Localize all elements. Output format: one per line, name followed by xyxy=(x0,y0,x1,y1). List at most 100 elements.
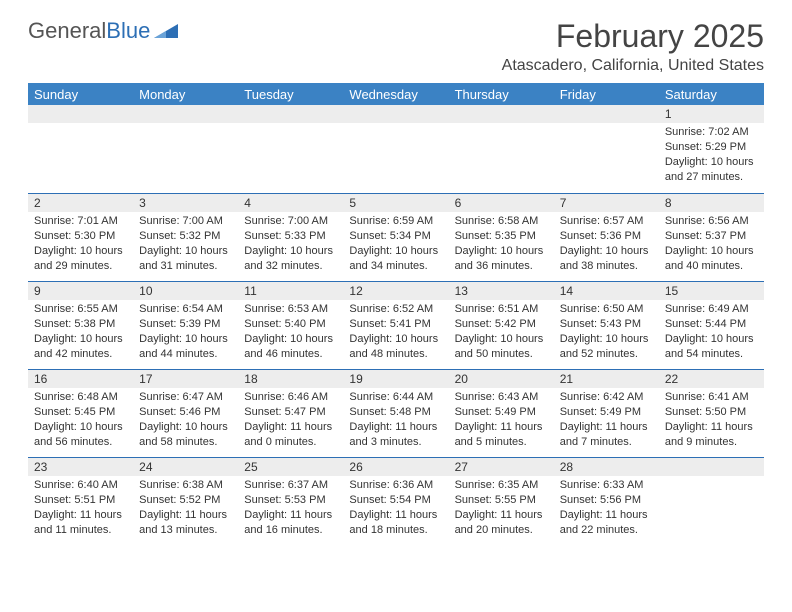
day-info: Sunrise: 6:36 AMSunset: 5:54 PMDaylight:… xyxy=(343,476,448,543)
day-info: Sunrise: 6:33 AMSunset: 5:56 PMDaylight:… xyxy=(554,476,659,543)
day-info: Sunrise: 6:52 AMSunset: 5:41 PMDaylight:… xyxy=(343,300,448,367)
sunrise-text: Sunrise: 7:00 AM xyxy=(139,214,232,229)
sunset-text: Sunset: 5:46 PM xyxy=(139,405,232,420)
day-number: 16 xyxy=(28,370,133,388)
sunrise-text: Sunrise: 6:47 AM xyxy=(139,390,232,405)
day-cell: 1Sunrise: 7:02 AMSunset: 5:29 PMDaylight… xyxy=(659,105,764,193)
day-cell: 11Sunrise: 6:53 AMSunset: 5:40 PMDayligh… xyxy=(238,282,343,369)
sunset-text: Sunset: 5:48 PM xyxy=(349,405,442,420)
day-cell: 17Sunrise: 6:47 AMSunset: 5:46 PMDayligh… xyxy=(133,370,238,457)
sunrise-text: Sunrise: 6:35 AM xyxy=(455,478,548,493)
sunrise-text: Sunrise: 7:00 AM xyxy=(244,214,337,229)
day-cell: 24Sunrise: 6:38 AMSunset: 5:52 PMDayligh… xyxy=(133,458,238,545)
daylight-text: Daylight: 11 hours and 0 minutes. xyxy=(244,420,337,450)
week-row: 9Sunrise: 6:55 AMSunset: 5:38 PMDaylight… xyxy=(28,281,764,369)
day-cell: 13Sunrise: 6:51 AMSunset: 5:42 PMDayligh… xyxy=(449,282,554,369)
day-number: 6 xyxy=(449,194,554,212)
daylight-text: Daylight: 11 hours and 5 minutes. xyxy=(455,420,548,450)
sunset-text: Sunset: 5:30 PM xyxy=(34,229,127,244)
sunset-text: Sunset: 5:50 PM xyxy=(665,405,758,420)
sunset-text: Sunset: 5:34 PM xyxy=(349,229,442,244)
daylight-text: Daylight: 11 hours and 11 minutes. xyxy=(34,508,127,538)
sunrise-text: Sunrise: 6:42 AM xyxy=(560,390,653,405)
day-info: Sunrise: 7:00 AMSunset: 5:33 PMDaylight:… xyxy=(238,212,343,279)
day-cell xyxy=(343,105,448,193)
sunrise-text: Sunrise: 6:41 AM xyxy=(665,390,758,405)
sunrise-text: Sunrise: 6:50 AM xyxy=(560,302,653,317)
day-number: 5 xyxy=(343,194,448,212)
day-cell: 5Sunrise: 6:59 AMSunset: 5:34 PMDaylight… xyxy=(343,194,448,281)
sunset-text: Sunset: 5:29 PM xyxy=(665,140,758,155)
sunset-text: Sunset: 5:56 PM xyxy=(560,493,653,508)
day-cell xyxy=(238,105,343,193)
daylight-text: Daylight: 10 hours and 40 minutes. xyxy=(665,244,758,274)
daylight-text: Daylight: 11 hours and 13 minutes. xyxy=(139,508,232,538)
day-number: 7 xyxy=(554,194,659,212)
day-info: Sunrise: 6:47 AMSunset: 5:46 PMDaylight:… xyxy=(133,388,238,455)
day-info: Sunrise: 6:44 AMSunset: 5:48 PMDaylight:… xyxy=(343,388,448,455)
sunrise-text: Sunrise: 7:02 AM xyxy=(665,125,758,140)
weekday-header: Saturday xyxy=(659,87,764,102)
day-info: Sunrise: 7:00 AMSunset: 5:32 PMDaylight:… xyxy=(133,212,238,279)
day-cell: 4Sunrise: 7:00 AMSunset: 5:33 PMDaylight… xyxy=(238,194,343,281)
sunrise-text: Sunrise: 6:54 AM xyxy=(139,302,232,317)
day-number: 12 xyxy=(343,282,448,300)
day-cell xyxy=(133,105,238,193)
day-number: 17 xyxy=(133,370,238,388)
daylight-text: Daylight: 11 hours and 18 minutes. xyxy=(349,508,442,538)
day-info: Sunrise: 6:40 AMSunset: 5:51 PMDaylight:… xyxy=(28,476,133,543)
sunrise-text: Sunrise: 6:44 AM xyxy=(349,390,442,405)
day-number: 24 xyxy=(133,458,238,476)
day-number: 23 xyxy=(28,458,133,476)
sunset-text: Sunset: 5:47 PM xyxy=(244,405,337,420)
daylight-text: Daylight: 10 hours and 58 minutes. xyxy=(139,420,232,450)
day-info: Sunrise: 6:49 AMSunset: 5:44 PMDaylight:… xyxy=(659,300,764,367)
sunrise-text: Sunrise: 6:43 AM xyxy=(455,390,548,405)
weeks-container: 1Sunrise: 7:02 AMSunset: 5:29 PMDaylight… xyxy=(28,105,764,545)
week-row: 16Sunrise: 6:48 AMSunset: 5:45 PMDayligh… xyxy=(28,369,764,457)
sunrise-text: Sunrise: 6:57 AM xyxy=(560,214,653,229)
day-info: Sunrise: 6:41 AMSunset: 5:50 PMDaylight:… xyxy=(659,388,764,455)
daylight-text: Daylight: 10 hours and 38 minutes. xyxy=(560,244,653,274)
day-cell xyxy=(554,105,659,193)
day-number: 14 xyxy=(554,282,659,300)
sunrise-text: Sunrise: 6:51 AM xyxy=(455,302,548,317)
day-number: 18 xyxy=(238,370,343,388)
day-info: Sunrise: 7:02 AMSunset: 5:29 PMDaylight:… xyxy=(659,123,764,190)
sunrise-text: Sunrise: 6:52 AM xyxy=(349,302,442,317)
day-info: Sunrise: 6:59 AMSunset: 5:34 PMDaylight:… xyxy=(343,212,448,279)
sunrise-text: Sunrise: 6:58 AM xyxy=(455,214,548,229)
day-number: 19 xyxy=(343,370,448,388)
day-number xyxy=(449,105,554,123)
daylight-text: Daylight: 10 hours and 42 minutes. xyxy=(34,332,127,362)
sunrise-text: Sunrise: 6:55 AM xyxy=(34,302,127,317)
sunset-text: Sunset: 5:33 PM xyxy=(244,229,337,244)
weekday-header: Monday xyxy=(133,87,238,102)
sunset-text: Sunset: 5:39 PM xyxy=(139,317,232,332)
day-number xyxy=(343,105,448,123)
day-cell: 9Sunrise: 6:55 AMSunset: 5:38 PMDaylight… xyxy=(28,282,133,369)
day-info: Sunrise: 6:42 AMSunset: 5:49 PMDaylight:… xyxy=(554,388,659,455)
sunset-text: Sunset: 5:41 PM xyxy=(349,317,442,332)
daylight-text: Daylight: 10 hours and 44 minutes. xyxy=(139,332,232,362)
daylight-text: Daylight: 11 hours and 3 minutes. xyxy=(349,420,442,450)
sunset-text: Sunset: 5:43 PM xyxy=(560,317,653,332)
daylight-text: Daylight: 10 hours and 52 minutes. xyxy=(560,332,653,362)
day-number: 22 xyxy=(659,370,764,388)
sunrise-text: Sunrise: 6:56 AM xyxy=(665,214,758,229)
daylight-text: Daylight: 10 hours and 29 minutes. xyxy=(34,244,127,274)
day-number: 10 xyxy=(133,282,238,300)
sunset-text: Sunset: 5:55 PM xyxy=(455,493,548,508)
daylight-text: Daylight: 10 hours and 27 minutes. xyxy=(665,155,758,185)
day-info: Sunrise: 6:46 AMSunset: 5:47 PMDaylight:… xyxy=(238,388,343,455)
day-number xyxy=(554,105,659,123)
daylight-text: Daylight: 11 hours and 20 minutes. xyxy=(455,508,548,538)
weekday-header: Friday xyxy=(554,87,659,102)
sunset-text: Sunset: 5:44 PM xyxy=(665,317,758,332)
logo-triangle-icon xyxy=(154,22,180,40)
daylight-text: Daylight: 10 hours and 32 minutes. xyxy=(244,244,337,274)
day-cell: 26Sunrise: 6:36 AMSunset: 5:54 PMDayligh… xyxy=(343,458,448,545)
sunset-text: Sunset: 5:49 PM xyxy=(455,405,548,420)
day-info: Sunrise: 6:37 AMSunset: 5:53 PMDaylight:… xyxy=(238,476,343,543)
daylight-text: Daylight: 11 hours and 16 minutes. xyxy=(244,508,337,538)
